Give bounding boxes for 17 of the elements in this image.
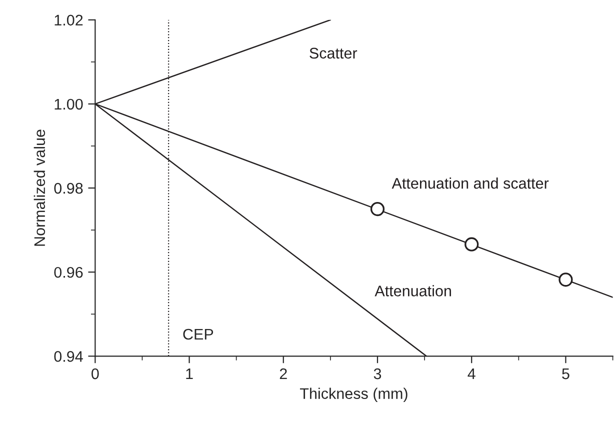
y-tick-label: 1.00 — [54, 98, 83, 110]
x-tick-label: 0 — [92, 368, 99, 380]
x-tick-label: 2 — [280, 368, 287, 380]
x-axis-title: Thickness (mm) — [300, 388, 408, 402]
y-tick-label: 0.96 — [54, 266, 83, 278]
y-tick-label: 0.94 — [54, 351, 83, 362]
x-tick-label: 5 — [562, 368, 570, 380]
y-tick-label: 1.02 — [54, 14, 83, 26]
y-tick-label: 0.98 — [54, 182, 83, 194]
series-label: Attenuation and scatter — [392, 178, 549, 189]
x-tick-label: 4 — [468, 368, 476, 380]
series-label: Attenuation — [374, 285, 451, 296]
series-label: Scatter — [310, 48, 358, 59]
y-axis-title: Normalized value — [34, 130, 46, 246]
x-tick-label: 3 — [374, 368, 382, 380]
ref-line-label: CEP — [183, 328, 214, 340]
x-tick-label: 1 — [186, 368, 193, 380]
